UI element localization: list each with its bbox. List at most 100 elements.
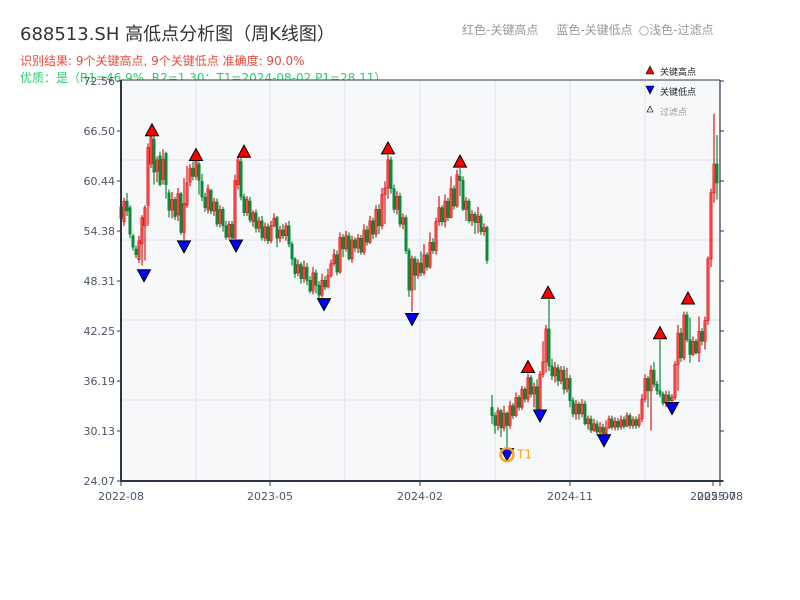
chart-title: 688513.SH 高低点分析图（周K线图） (20, 24, 335, 45)
candle-up (640, 398, 644, 420)
legend-filtered-label: 过滤点 (660, 106, 687, 118)
candle-up (263, 226, 267, 239)
candle-down (529, 377, 533, 395)
key-high-marker (452, 154, 468, 168)
legend-filtered-icon (646, 105, 654, 113)
candle-up (619, 419, 623, 428)
candle-down (179, 193, 183, 233)
candle-down (308, 279, 312, 292)
candle-up (709, 192, 713, 260)
candle-down (164, 152, 168, 185)
candle-up (170, 199, 174, 211)
candle-down (458, 176, 462, 181)
candle-up (329, 263, 333, 276)
candle-down (646, 378, 650, 392)
candle-down (452, 188, 456, 207)
key-high-marker (540, 285, 556, 299)
candle-up (194, 161, 198, 177)
candle-down (287, 225, 291, 245)
candle-down (191, 167, 195, 177)
candle-down (616, 421, 620, 428)
candle-up (544, 328, 548, 363)
candle-up (502, 412, 506, 429)
candle-down (556, 367, 560, 382)
candle-up (206, 188, 210, 210)
key-low-marker (404, 312, 420, 327)
candle-up (455, 174, 459, 207)
candle-down (128, 207, 132, 235)
key-low-marker (228, 239, 244, 254)
candle-up (443, 200, 447, 223)
candle-down (260, 220, 264, 238)
candle-up (613, 421, 617, 428)
candle-down (446, 200, 450, 218)
candle-down (535, 386, 539, 410)
candle-down (125, 200, 129, 212)
plot-legend: 关键高点 关键低点 过滤点 (645, 65, 696, 118)
candle-up (580, 403, 584, 415)
key-low-marker (316, 298, 332, 312)
candle-up (176, 193, 180, 216)
candle-up (631, 419, 635, 426)
candle-up (428, 242, 432, 268)
t1-ring (499, 446, 515, 463)
candle-up (586, 418, 590, 425)
candle-down (317, 284, 321, 296)
t1-label: T1 (516, 448, 532, 462)
candle-down (341, 237, 345, 250)
candle-up (670, 397, 674, 402)
candle-up (122, 200, 126, 223)
candle-up (691, 341, 695, 355)
candle-down (215, 201, 219, 225)
candle-up (437, 207, 441, 223)
candle-down (230, 223, 234, 239)
axes: 72.56 66.50 60.44 54.38 48.31 42.25 36.19 30.13… (84, 75, 743, 503)
candle-up (182, 203, 186, 233)
candle-down (628, 415, 632, 426)
candle-down (461, 180, 465, 210)
y-tick-label: 30.13 (84, 425, 116, 438)
candle-down (667, 394, 671, 402)
candle-up (637, 418, 641, 426)
candle-up (538, 374, 542, 410)
candle-up (227, 223, 231, 237)
candle-down (323, 279, 327, 288)
y-tick-label: 36.19 (84, 375, 116, 388)
key-high-marker (520, 359, 536, 374)
candle-down (493, 415, 497, 426)
candle-up (410, 258, 414, 291)
candle-down (203, 196, 207, 209)
candle-down (419, 262, 423, 274)
candle-down (275, 217, 279, 239)
candle-up (520, 388, 524, 408)
candle-up (532, 386, 536, 395)
candle-up (185, 182, 189, 206)
y-tick-label: 72.56 (84, 75, 116, 88)
key-high-marker (236, 144, 252, 158)
candle-down (517, 397, 521, 408)
candle-down (335, 254, 339, 273)
x-tick-label: 2025-08 (697, 490, 743, 503)
candle-up (302, 266, 306, 279)
candle-up (470, 214, 474, 222)
candle-down (254, 212, 258, 229)
candle-down (431, 242, 435, 251)
y-tick-label: 48.31 (84, 275, 116, 288)
candle-up (559, 369, 563, 382)
candle-down (239, 161, 243, 198)
y-tick-label: 54.38 (84, 225, 116, 238)
candle-down (547, 328, 551, 367)
candle-down (679, 332, 683, 359)
candle-down (353, 239, 357, 249)
candle-down (688, 339, 692, 355)
candle-down (134, 248, 138, 256)
candle-down (490, 407, 494, 416)
candle-down (485, 227, 489, 261)
candle-down (622, 419, 626, 427)
candle-down (173, 199, 177, 218)
candle-down (209, 190, 213, 212)
key-low-marker (664, 402, 680, 416)
key-high-marker (144, 122, 160, 137)
candle-down (562, 369, 566, 390)
candle-down (365, 229, 369, 243)
